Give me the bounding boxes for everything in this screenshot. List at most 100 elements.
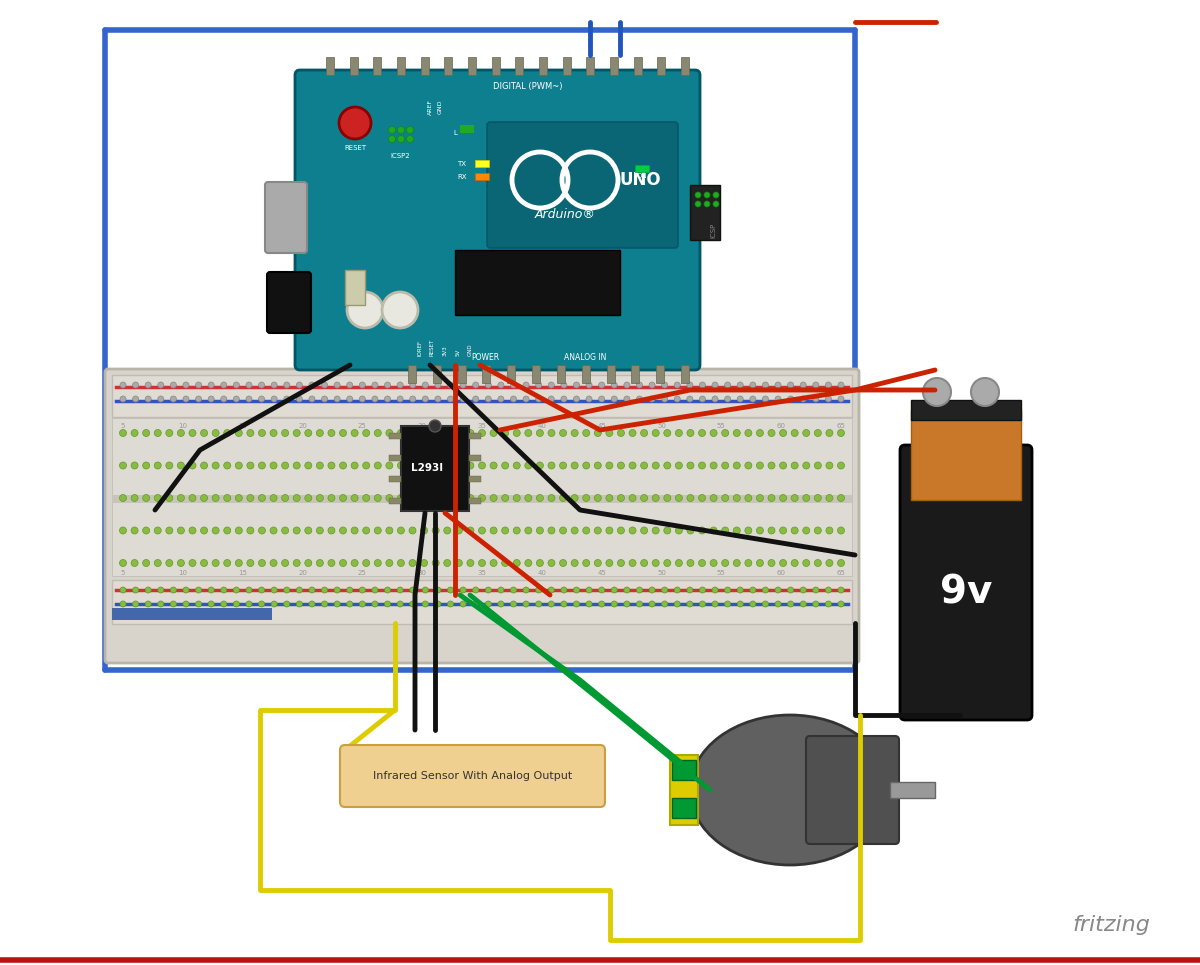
Circle shape [120,527,126,534]
Circle shape [409,382,415,388]
Circle shape [559,429,566,436]
Circle shape [695,192,701,198]
Bar [444,57,452,75]
FancyBboxPatch shape [265,182,307,253]
Circle shape [560,382,566,388]
Bar [455,250,620,315]
Text: IOREF: IOREF [418,340,422,356]
Circle shape [514,429,521,436]
Circle shape [664,560,671,566]
Circle shape [524,527,532,534]
Circle shape [583,462,589,469]
Circle shape [756,527,763,534]
Circle shape [374,527,382,534]
Circle shape [120,587,126,593]
Circle shape [196,601,202,607]
Circle shape [826,494,833,502]
FancyBboxPatch shape [487,122,678,248]
Circle shape [223,462,230,469]
Circle shape [221,601,227,607]
Circle shape [362,560,370,566]
Bar [635,165,649,172]
Bar [326,57,334,75]
Circle shape [397,601,403,607]
Circle shape [536,462,544,469]
Circle shape [674,382,680,388]
Circle shape [636,396,642,402]
Text: ICSP2: ICSP2 [390,153,410,159]
Circle shape [455,494,462,502]
Bar [582,365,589,383]
Bar [672,798,696,818]
Circle shape [328,494,335,502]
Circle shape [594,462,601,469]
Circle shape [188,429,196,436]
Circle shape [815,560,821,566]
Circle shape [676,462,683,469]
Circle shape [700,382,706,388]
Circle shape [514,527,521,534]
Circle shape [535,382,541,388]
Circle shape [800,601,806,607]
Circle shape [473,382,479,388]
Circle shape [258,429,265,436]
Circle shape [838,462,845,469]
Circle shape [155,462,161,469]
Circle shape [293,494,300,502]
Circle shape [120,601,126,607]
Circle shape [571,527,578,534]
Circle shape [745,429,752,436]
Text: Infrared Sensor With Analog Output: Infrared Sensor With Analog Output [373,771,572,781]
Circle shape [328,429,335,436]
Circle shape [536,527,544,534]
Circle shape [155,560,161,566]
Text: 35: 35 [478,570,486,576]
Circle shape [131,560,138,566]
Circle shape [308,396,314,402]
Text: TX: TX [457,161,467,167]
Circle shape [523,396,529,402]
Circle shape [132,396,138,402]
Circle shape [397,462,404,469]
Circle shape [498,396,504,402]
Circle shape [838,560,845,566]
Text: 65: 65 [836,570,846,576]
Circle shape [182,601,188,607]
Bar [389,498,401,504]
Text: 20: 20 [298,570,307,576]
Text: 50: 50 [658,423,666,429]
Bar [557,365,565,383]
Circle shape [282,462,289,469]
Circle shape [397,560,404,566]
Circle shape [271,587,277,593]
Circle shape [721,462,728,469]
Circle shape [434,382,440,388]
Circle shape [246,382,252,388]
Bar [401,426,469,511]
Circle shape [359,396,365,402]
Circle shape [347,587,353,593]
Circle shape [574,382,580,388]
Circle shape [756,462,763,469]
Text: 55: 55 [716,570,726,576]
Circle shape [653,462,659,469]
Bar [515,57,523,75]
Circle shape [372,382,378,388]
Circle shape [131,429,138,436]
Circle shape [120,494,126,502]
Circle shape [182,587,188,593]
Bar [112,608,272,620]
Text: 25: 25 [358,423,367,429]
Circle shape [826,396,832,402]
Circle shape [514,560,521,566]
FancyBboxPatch shape [340,745,605,807]
Bar [606,365,614,383]
Circle shape [296,396,302,402]
Circle shape [293,429,300,436]
Bar [610,57,618,75]
Circle shape [649,601,655,607]
Circle shape [212,429,220,436]
Circle shape [293,462,300,469]
Circle shape [815,494,821,502]
Circle shape [502,527,509,534]
